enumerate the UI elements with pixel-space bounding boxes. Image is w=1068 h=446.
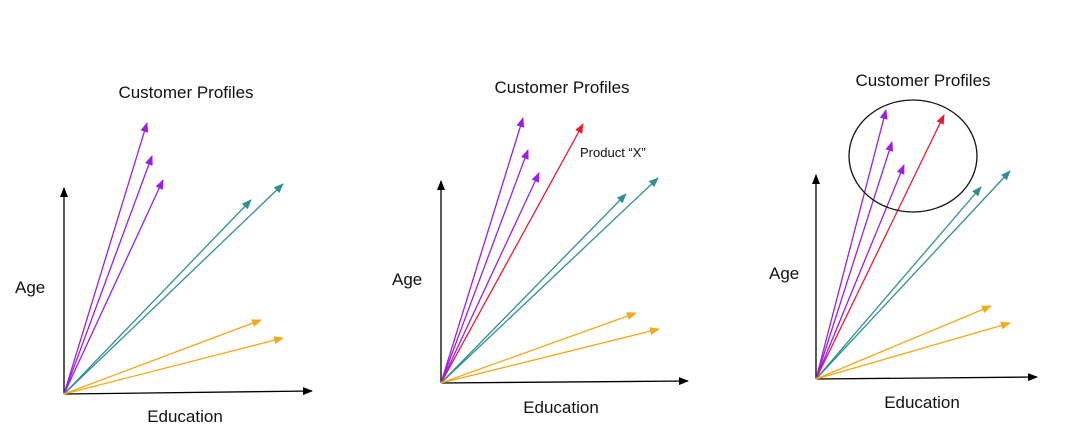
vector-arrow [440, 327, 660, 384]
panel-title: Customer Profiles [855, 71, 990, 90]
vector-arrow [440, 193, 627, 384]
x-axis-label: Education [523, 398, 599, 417]
y-axis-label: Age [769, 264, 799, 283]
vector-arrow [815, 186, 982, 380]
x-axis-arrow [440, 377, 689, 386]
panel-title: Customer Profiles [494, 78, 629, 97]
vector-arrow [63, 319, 262, 395]
panel-title: Customer Profiles [118, 83, 253, 102]
vector-arrow [63, 199, 252, 395]
orange-vectors [815, 305, 1011, 380]
vector-arrow [440, 149, 529, 384]
vector-arrow [440, 312, 637, 384]
cluster-circle [848, 99, 978, 213]
panel-1: Customer Profiles Age Education [15, 83, 313, 426]
x-axis-label: Education [147, 407, 223, 426]
vector-arrow [815, 305, 992, 380]
vector-arrow [440, 172, 540, 384]
vector-arrow [815, 141, 894, 380]
vector-arrow [815, 321, 1011, 380]
teal-vectors [63, 183, 284, 395]
y-axis-label: Age [15, 278, 45, 297]
teal-vectors [440, 177, 659, 384]
product-vector-arrow [440, 123, 584, 384]
vector-arrow [63, 155, 153, 395]
y-axis-label: Age [392, 270, 422, 289]
purple-vectors [440, 117, 540, 384]
orange-vectors [440, 312, 660, 384]
orange-vectors [63, 319, 284, 395]
purple-vectors [815, 109, 905, 380]
vector-arrow [63, 179, 164, 395]
vector-arrow [440, 117, 525, 384]
x-axis-label: Education [884, 393, 960, 412]
vector-arrow [815, 164, 905, 380]
vector-arrow [63, 122, 149, 395]
purple-vectors [63, 122, 164, 395]
panel-2: Customer Profiles Age Education Product … [392, 78, 689, 417]
vector-arrow [815, 109, 888, 380]
product-vector-arrow [815, 114, 945, 380]
vector-arrow [440, 177, 659, 384]
panel-3: Customer Profiles Age Education [769, 71, 1038, 412]
vector-arrow [815, 170, 1011, 380]
vector-arrow [63, 336, 284, 395]
product-label: Product “X” [580, 145, 646, 160]
x-axis-arrow [815, 373, 1038, 382]
x-axis-arrow [63, 387, 313, 396]
vector-arrow [63, 183, 284, 395]
teal-vectors [815, 170, 1011, 380]
